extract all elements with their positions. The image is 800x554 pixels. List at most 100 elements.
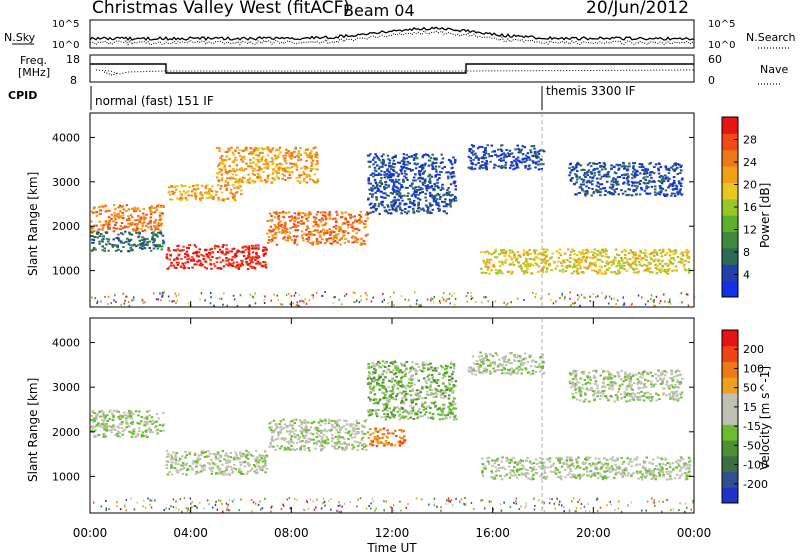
power-echo-cell bbox=[360, 237, 363, 240]
velocity-echo-cell bbox=[115, 409, 119, 412]
power-echo-cell bbox=[182, 264, 186, 267]
power-echo-cell bbox=[225, 248, 229, 251]
velocity-echo-cell bbox=[100, 423, 104, 425]
power-echo-cell bbox=[679, 188, 682, 191]
power-echo-cell bbox=[504, 161, 508, 164]
power-echo-cell bbox=[640, 264, 644, 267]
power-speckle-cell bbox=[160, 299, 162, 302]
power-echo-cell bbox=[167, 247, 170, 250]
power-echo-cell bbox=[115, 237, 118, 239]
velocity-echo-cell bbox=[393, 414, 396, 417]
power-echo-cell bbox=[637, 270, 640, 273]
power-echo-cell bbox=[611, 192, 615, 195]
power-echo-cell bbox=[443, 166, 446, 168]
power-echo-cell bbox=[482, 157, 485, 160]
velocity-echo-cell bbox=[219, 467, 222, 470]
power-echo-cell bbox=[671, 269, 674, 272]
power-echo-cell bbox=[266, 162, 269, 165]
power-echo-cell bbox=[194, 189, 198, 192]
power-echo-cell bbox=[287, 154, 291, 157]
power-echo-cell bbox=[396, 161, 400, 164]
velocity-echo-cell bbox=[291, 419, 294, 422]
power-echo-cell bbox=[178, 249, 181, 252]
power-echo-cell bbox=[379, 185, 382, 188]
power-echo-cell bbox=[192, 259, 196, 262]
power-echo-cell bbox=[630, 173, 634, 176]
power-echo-cell bbox=[251, 180, 254, 183]
power-speckle-cell bbox=[653, 301, 655, 303]
power-echo-cell bbox=[253, 173, 256, 176]
velocity-echo-cell bbox=[138, 422, 141, 425]
velocity-echo-cell bbox=[278, 431, 281, 434]
power-speckle-cell bbox=[438, 300, 441, 303]
power-echo-cell bbox=[632, 261, 635, 264]
power-echo-cell bbox=[490, 269, 493, 272]
power-echo-cell bbox=[225, 260, 229, 262]
velocity-echo-cell bbox=[374, 365, 377, 368]
velocity-echo-cell bbox=[367, 414, 371, 417]
power-echo-cell bbox=[662, 248, 665, 251]
power-echo-cell bbox=[277, 169, 280, 172]
power-echo-cell bbox=[148, 247, 151, 249]
power-echo-cell bbox=[248, 262, 252, 265]
power-echo-cell bbox=[315, 151, 318, 154]
power-echo-cell bbox=[266, 146, 269, 149]
power-echo-cell bbox=[411, 179, 415, 182]
power-echo-cell bbox=[115, 227, 118, 230]
power-echo-cell bbox=[269, 229, 272, 232]
power-echo-cell bbox=[374, 169, 377, 172]
power-echo-cell bbox=[371, 172, 374, 175]
velocity-echo-cell bbox=[165, 464, 169, 466]
velocity-echo-cell bbox=[301, 440, 304, 443]
power-echo-cell bbox=[387, 184, 390, 187]
power-echo-cell bbox=[108, 209, 111, 212]
velocity-echo-cell bbox=[452, 407, 455, 410]
velocity-echo-cell bbox=[381, 433, 384, 436]
power-echo-cell bbox=[290, 157, 293, 160]
power-echo-cell bbox=[273, 177, 276, 180]
power-echo-cell bbox=[394, 207, 398, 210]
velocity-echo-cell bbox=[102, 435, 105, 438]
power-echo-cell bbox=[130, 247, 133, 250]
velocity-echo-cell bbox=[404, 398, 408, 401]
power-echo-cell bbox=[574, 173, 577, 176]
velocity-echo-cell bbox=[436, 366, 439, 369]
power-ytick-label: 4000 bbox=[52, 131, 80, 144]
velocity-echo-cell bbox=[295, 441, 299, 444]
power-speckle-cell bbox=[505, 303, 508, 306]
power-echo-cell bbox=[252, 152, 255, 155]
power-echo-cell bbox=[91, 241, 94, 244]
power-echo-cell bbox=[285, 148, 288, 151]
power-echo-cell bbox=[418, 174, 422, 177]
power-echo-cell bbox=[590, 171, 593, 174]
velocity-echo-cell bbox=[416, 394, 419, 397]
velocity-echo-cell bbox=[155, 419, 158, 422]
power-echo-cell bbox=[579, 267, 582, 270]
power-echo-cell bbox=[315, 237, 319, 240]
power-echo-cell bbox=[528, 156, 531, 159]
velocity-echo-cell bbox=[375, 412, 378, 415]
power-echo-cell bbox=[173, 185, 177, 188]
power-echo-cell bbox=[128, 231, 131, 234]
power-echo-cell bbox=[377, 157, 380, 160]
power-echo-cell bbox=[231, 192, 235, 195]
velocity-echo-cell bbox=[223, 470, 227, 473]
velocity-echo-cell bbox=[308, 438, 312, 440]
velocity-echo-cell bbox=[170, 456, 174, 459]
velocity-echo-cell bbox=[188, 451, 191, 454]
power-echo-cell bbox=[595, 162, 599, 165]
velocity-echo-cell bbox=[347, 432, 350, 435]
velocity-echo-cell bbox=[373, 436, 376, 439]
power-echo-cell bbox=[187, 255, 190, 257]
power-echo-cell bbox=[113, 211, 116, 214]
velocity-echo-cell bbox=[307, 429, 311, 432]
velocity-echo-cell bbox=[398, 444, 402, 447]
power-echo-cell bbox=[659, 180, 662, 183]
velocity-echo-cell bbox=[171, 467, 175, 469]
power-echo-cell bbox=[253, 167, 256, 170]
power-echo-cell bbox=[658, 263, 662, 265]
power-echo-cell bbox=[153, 238, 156, 241]
power-speckle-cell bbox=[681, 301, 683, 304]
power-echo-cell bbox=[214, 193, 218, 196]
